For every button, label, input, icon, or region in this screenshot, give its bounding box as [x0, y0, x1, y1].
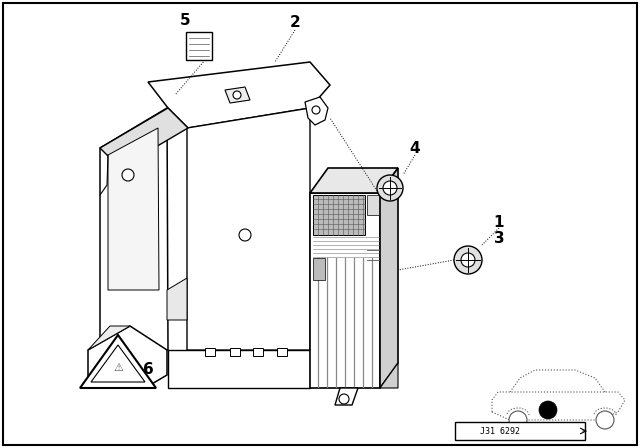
Polygon shape	[205, 348, 215, 356]
Polygon shape	[367, 195, 379, 215]
Polygon shape	[80, 335, 156, 388]
Bar	[455, 422, 585, 440]
Text: 5: 5	[180, 13, 190, 27]
Circle shape	[509, 411, 527, 429]
Polygon shape	[277, 348, 287, 356]
Circle shape	[339, 394, 349, 404]
Circle shape	[454, 246, 482, 274]
Polygon shape	[310, 193, 380, 388]
Text: 6: 6	[143, 362, 154, 378]
Text: 3: 3	[493, 231, 504, 246]
Polygon shape	[148, 62, 330, 128]
Circle shape	[98, 365, 112, 379]
Circle shape	[239, 229, 251, 241]
Polygon shape	[253, 348, 263, 356]
Polygon shape	[100, 108, 188, 168]
Polygon shape	[167, 278, 187, 320]
Polygon shape	[91, 345, 145, 382]
Text: 1: 1	[493, 215, 504, 229]
Text: ⚠: ⚠	[113, 363, 123, 373]
Text: 2: 2	[290, 14, 300, 30]
Polygon shape	[186, 32, 212, 60]
Circle shape	[122, 169, 134, 181]
Polygon shape	[187, 108, 310, 350]
Polygon shape	[310, 168, 398, 193]
Circle shape	[233, 91, 241, 99]
Polygon shape	[380, 363, 398, 388]
Polygon shape	[230, 348, 240, 356]
Polygon shape	[88, 326, 167, 388]
Polygon shape	[313, 195, 365, 235]
Polygon shape	[108, 128, 159, 290]
Text: 4: 4	[410, 141, 420, 155]
Circle shape	[312, 106, 320, 114]
Polygon shape	[305, 97, 328, 125]
Circle shape	[539, 401, 557, 419]
Polygon shape	[335, 388, 358, 405]
Polygon shape	[313, 258, 325, 280]
Polygon shape	[168, 350, 310, 388]
Circle shape	[383, 181, 397, 195]
Polygon shape	[100, 108, 168, 350]
Polygon shape	[225, 87, 250, 103]
Circle shape	[461, 253, 475, 267]
Text: J31 6292: J31 6292	[480, 426, 520, 435]
Circle shape	[377, 175, 403, 201]
Polygon shape	[88, 326, 130, 350]
Polygon shape	[380, 168, 398, 388]
Circle shape	[596, 411, 614, 429]
